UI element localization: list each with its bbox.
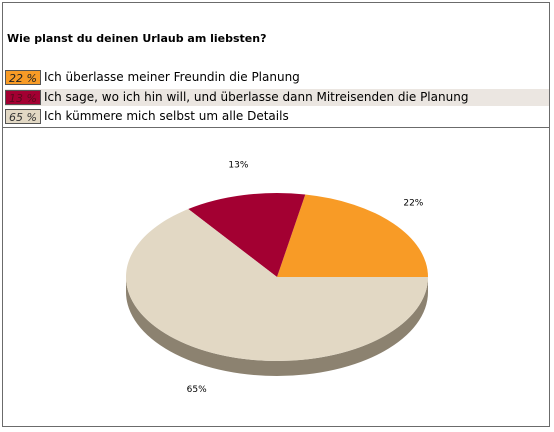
pie-side-rim	[126, 277, 428, 376]
legend-swatch-percent: 13 %	[5, 90, 41, 105]
pie-data-label: 22%	[403, 199, 423, 209]
divider	[2, 127, 550, 128]
legend-label: Ich sage, wo ich hin will, und überlasse…	[44, 90, 469, 104]
pie-data-label: 13%	[228, 161, 248, 171]
legend-label: Ich kümmere mich selbst um alle Details	[44, 109, 289, 123]
pie-data-labels: 22% 13% 65%	[187, 161, 424, 395]
pie-slice	[126, 209, 429, 362]
pie-data-label: 65%	[187, 385, 207, 395]
pie-3d-side	[126, 277, 428, 376]
pie-slice	[188, 193, 306, 277]
legend-item: 13 % Ich sage, wo ich hin will, und überl…	[5, 89, 549, 106]
poll-question: Wie planst du deinen Urlaub am liebsten?	[7, 32, 267, 45]
pie-slices	[126, 193, 429, 362]
legend-label: Ich überlasse meiner Freundin die Planun…	[44, 70, 300, 84]
legend-swatch-percent: 22 %	[5, 70, 41, 85]
legend-item: 65 % Ich kümmere mich selbst um alle Deta…	[5, 108, 549, 125]
legend-item: 22 % Ich überlasse meiner Freundin die Pl…	[5, 69, 549, 86]
legend-swatch-percent: 65 %	[5, 109, 41, 124]
pie-slice	[277, 194, 428, 277]
